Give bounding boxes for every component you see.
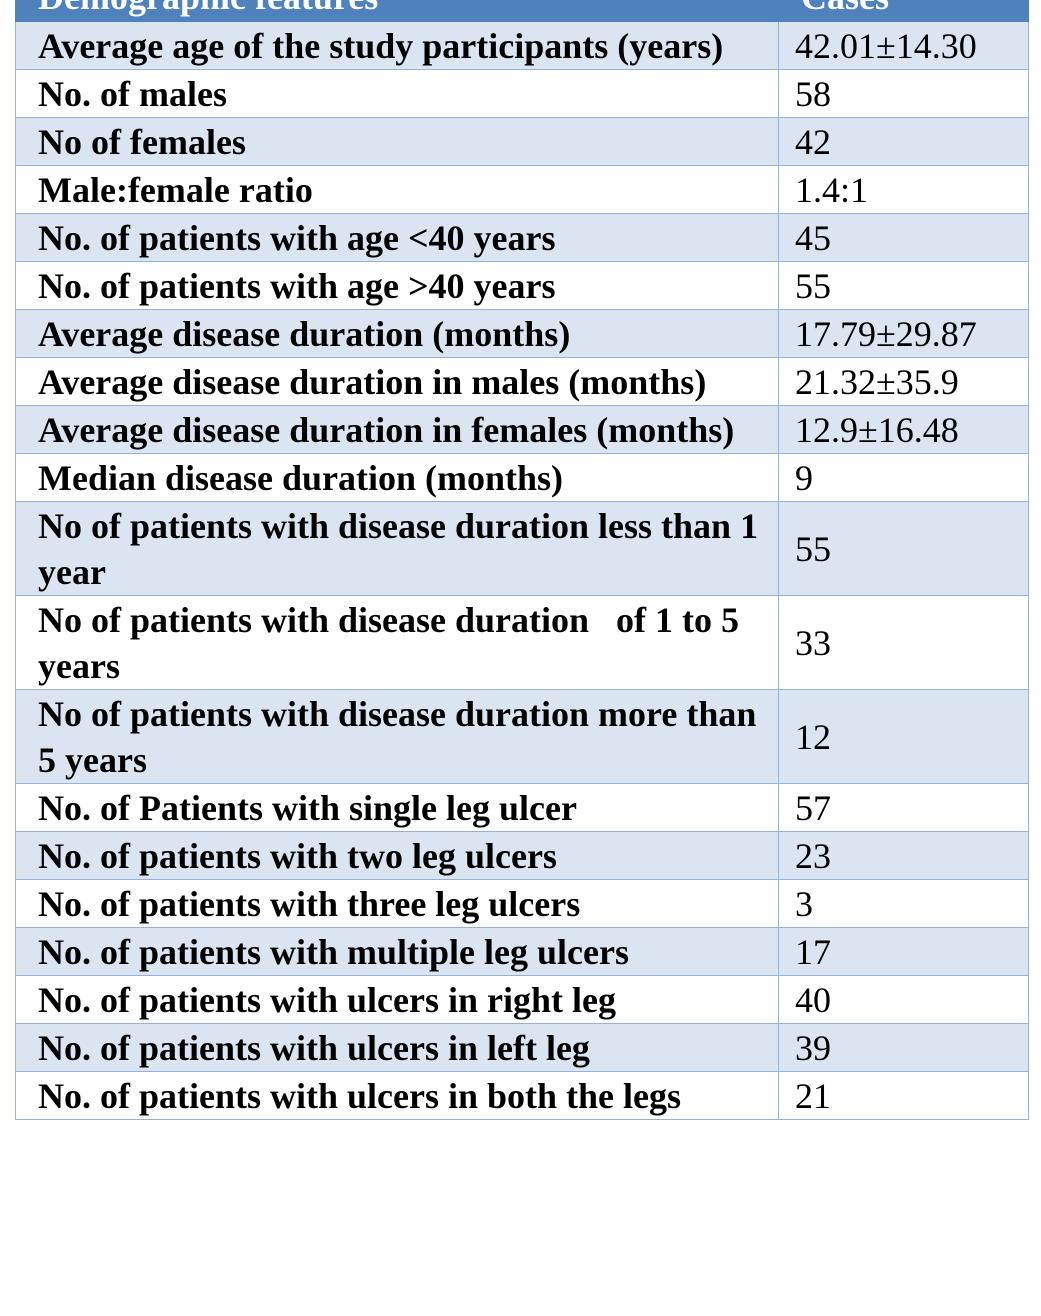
table-row: No of patients with disease duration mor… [15,689,1029,784]
feature-cell: Average age of the study participants (y… [15,21,779,70]
table-row: No. of patients with ulcers in left leg 3… [15,1023,1029,1072]
cases-cell: 40 [778,975,1029,1024]
table-row: No of patients with disease duration les… [15,501,1029,596]
cases-cell: 42.01±14.30 [778,21,1029,70]
table-row: No. of patients with age <40 years 45 [15,213,1029,262]
cases-cell: 21 [778,1071,1029,1120]
table-row: Average age of the study participants (y… [15,21,1029,70]
feature-cell: No. of patients with three leg ulcers [15,879,779,928]
cases-cell: 33 [778,595,1029,690]
table-row: Median disease duration (months) 9 [15,453,1029,502]
cases-cell: 12.9±16.48 [778,405,1029,454]
table-row: No. of patients with ulcers in right leg… [15,975,1029,1024]
table-row: No of females 42 [15,117,1029,166]
header-cell: Cases [778,0,1029,22]
table-row: No. of patients with age >40 years 55 [15,261,1029,310]
header-row: Demographic features Cases [15,0,1029,22]
feature-cell: No. of patients with ulcers in left leg [15,1023,779,1072]
cases-cell: 45 [778,213,1029,262]
feature-cell: No. of Patients with single leg ulcer [15,783,779,832]
table-row: No. of Patients with single leg ulcer 57 [15,783,1029,832]
cases-cell: 21.32±35.9 [778,357,1029,406]
feature-cell: No of patients with disease duration mor… [15,689,779,784]
feature-cell: Male:female ratio [15,165,779,214]
table-row: No. of males 58 [15,69,1029,118]
feature-cell: No of females [15,117,779,166]
feature-cell: Median disease duration (months) [15,453,779,502]
feature-cell: Average disease duration (months) [15,309,779,358]
cases-cell: 55 [778,501,1029,596]
cases-cell: 58 [778,69,1029,118]
table-row: No. of patients with multiple leg ulcers… [15,927,1029,976]
feature-cell: Average disease duration in males (month… [15,357,779,406]
feature-cell: No. of patients with ulcers in both the … [15,1071,779,1120]
cases-cell: 57 [778,783,1029,832]
cases-cell: 3 [778,879,1029,928]
feature-cell: No of patients with disease duration les… [15,501,779,596]
table-body: Average age of the study participants (y… [15,21,1029,1120]
table-row: No of patients with disease duration of … [15,595,1029,690]
cases-cell: 17 [778,927,1029,976]
cases-cell: 1.4:1 [778,165,1029,214]
feature-cell: Average disease duration in females (mon… [15,405,779,454]
table-row: No. of patients with two leg ulcers 23 [15,831,1029,880]
table-row: Average disease duration in females (mon… [15,405,1029,454]
cases-cell: 55 [778,261,1029,310]
feature-cell: No. of patients with two leg ulcers [15,831,779,880]
feature-cell: No. of patients with age >40 years [15,261,779,310]
cases-cell: 9 [778,453,1029,502]
feature-cell: No. of patients with ulcers in right leg [15,975,779,1024]
demographics-table: Demographic features Cases Average age o… [15,0,1029,1120]
cases-cell: 12 [778,689,1029,784]
table-row: Male:female ratio 1.4:1 [15,165,1029,214]
table-row: No. of patients with three leg ulcers 3 [15,879,1029,928]
table-row: Average disease duration (months) 17.79±2… [15,309,1029,358]
table-container: Demographic features Cases Average age o… [15,0,1029,1120]
table-row: Average disease duration in males (month… [15,357,1029,406]
cases-cell: 17.79±29.87 [778,309,1029,358]
cases-cell: 23 [778,831,1029,880]
header-cell: Demographic features [15,0,779,22]
feature-cell: No of patients with disease duration of … [15,595,779,690]
feature-cell: No. of males [15,69,779,118]
feature-cell: No. of patients with age <40 years [15,213,779,262]
table-row: No. of patients with ulcers in both the … [15,1071,1029,1120]
cases-cell: 39 [778,1023,1029,1072]
feature-cell: No. of patients with multiple leg ulcers [15,927,779,976]
cases-cell: 42 [778,117,1029,166]
